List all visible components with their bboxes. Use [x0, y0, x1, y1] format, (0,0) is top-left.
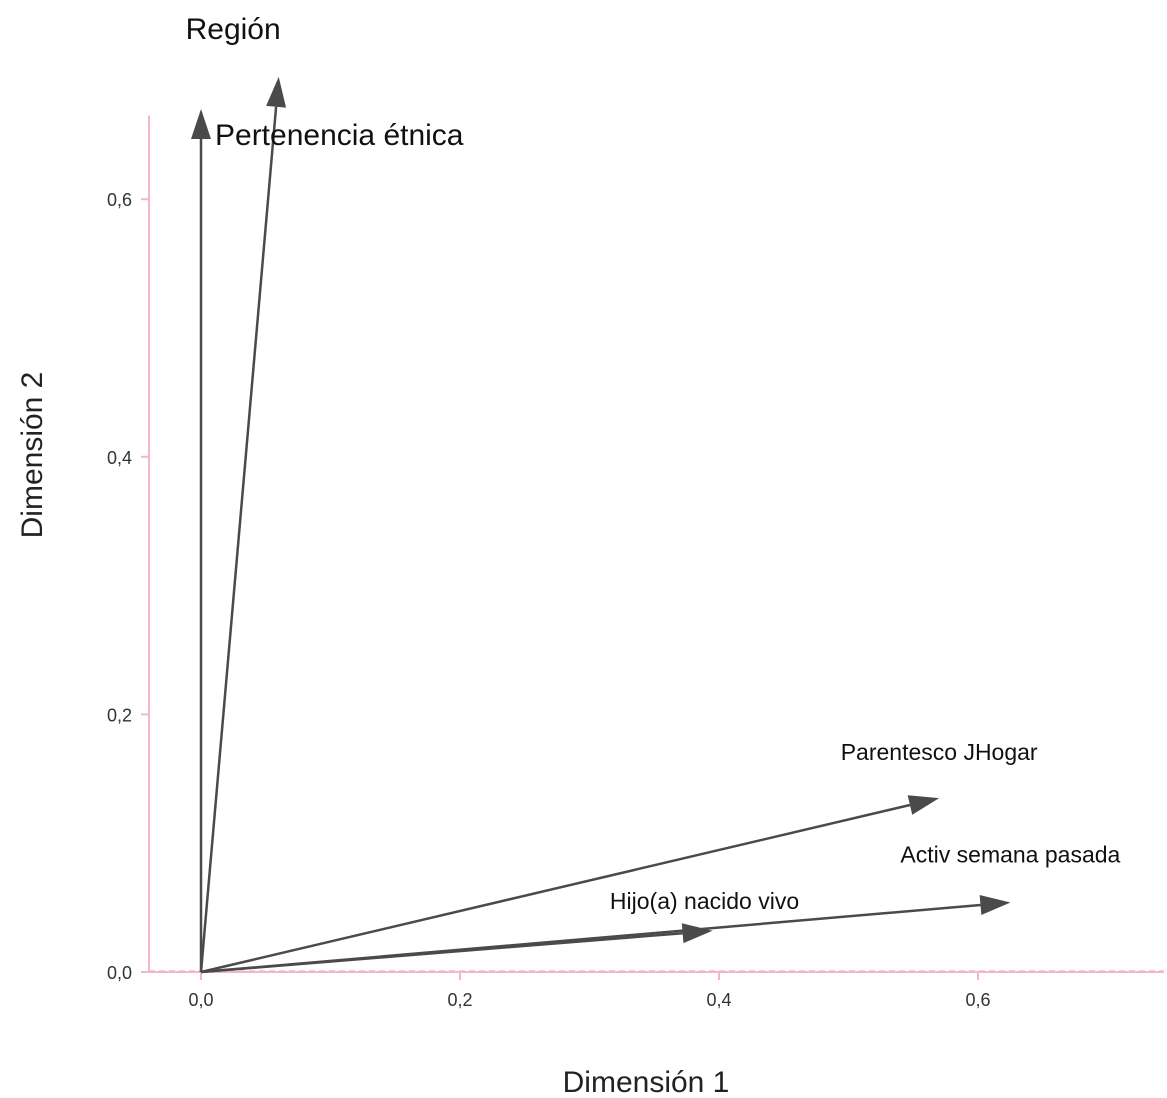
vector-arrowhead: [979, 895, 1011, 915]
vector-label: Parentesco JHogar: [841, 739, 1038, 765]
y-tick-label: 0,4: [107, 448, 132, 468]
vector-arrowhead: [907, 795, 940, 815]
y-axis-title: Dimensión 2: [16, 372, 49, 539]
y-tick-label: 0,0: [107, 963, 132, 983]
vector-line: [200, 931, 683, 974]
vector-label: Región: [186, 13, 281, 46]
axes: 0,0 0,2 0,4 0,6 0,0 0,2 0,4 0,6: [107, 115, 1164, 1010]
vector-label: Hijo(a) nacido vivo: [610, 888, 799, 914]
vector-labels: Región Pertenencia étnica Parentesco JHoga…: [186, 13, 1121, 914]
x-tick-label: 0,2: [447, 990, 472, 1010]
x-tick-label: 0,6: [965, 990, 990, 1010]
vector-arrowhead: [191, 109, 211, 140]
x-axis-title: Dimensión 1: [563, 1066, 730, 1098]
vector-line: [199, 106, 278, 973]
vectors: [191, 76, 1011, 974]
vector-label: Pertenencia étnica: [215, 119, 464, 152]
vector-line: [200, 803, 911, 974]
vector-label: Activ semana pasada: [900, 841, 1120, 867]
x-tick-label: 0,4: [706, 990, 731, 1010]
vector-arrowhead: [681, 923, 713, 944]
y-tick-label: 0,6: [107, 190, 132, 210]
y-tick-label: 0,2: [107, 705, 132, 725]
x-tick-label: 0,0: [188, 990, 213, 1010]
vector-arrowhead: [266, 76, 287, 108]
